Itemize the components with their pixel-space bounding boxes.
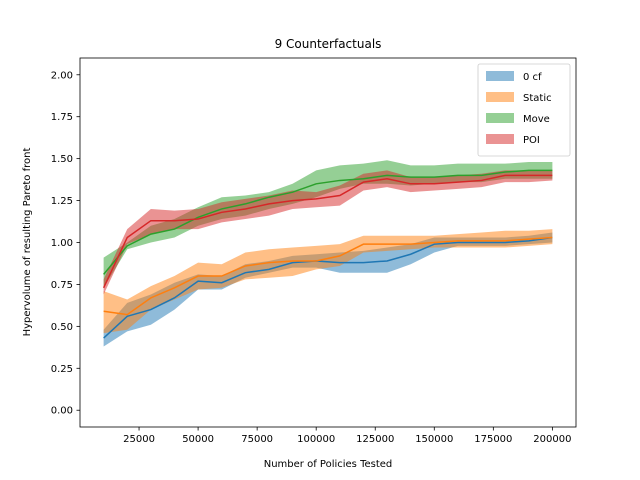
- y-tick-label: 1.50: [51, 154, 73, 165]
- band-poi: [103, 170, 553, 295]
- line-0-cf: [103, 236, 553, 339]
- series-lines: [102, 169, 553, 339]
- legend-label-poi: POI: [523, 135, 540, 146]
- band-static: [103, 229, 553, 334]
- x-tick-label: 150000: [415, 434, 453, 445]
- x-axis-ticks: 25000 50000 75000 100000 125000 150000 175000 2…: [123, 427, 571, 445]
- line-static: [103, 236, 553, 316]
- x-tick-label: 175000: [474, 434, 512, 445]
- y-tick-label: 0.00: [51, 406, 73, 417]
- y-axis-label: Hypervolume of resulting Pareto front: [22, 148, 33, 337]
- x-tick-label: 125000: [356, 434, 394, 445]
- legend-label-move: Move: [523, 114, 550, 125]
- x-tick-label: 25000: [123, 434, 155, 445]
- confidence-bands: [103, 160, 553, 347]
- y-axis-ticks: 0.00 0.25 0.50 0.75 1.00 1.25 1.50 1.75 2.00: [51, 70, 80, 417]
- x-tick-label: 200000: [533, 434, 571, 445]
- y-tick-label: 2.00: [51, 70, 73, 81]
- legend-label-0-cf: 0 cf: [523, 72, 542, 83]
- legend-swatch-0-cf: [486, 71, 514, 81]
- y-tick-label: 1.75: [51, 112, 73, 123]
- chart-title: 9 Counterfactuals: [275, 37, 382, 51]
- legend: 0 cf Static Move POI: [477, 63, 571, 157]
- x-tick-label: 50000: [182, 434, 214, 445]
- legend-swatch-poi: [486, 134, 514, 144]
- x-tick-label: 100000: [297, 434, 335, 445]
- line-move: [103, 169, 553, 275]
- legend-swatch-static: [486, 92, 514, 102]
- y-tick-label: 0.50: [51, 322, 73, 333]
- y-tick-label: 0.75: [51, 280, 73, 291]
- x-axis-label: Number of Policies Tested: [264, 459, 393, 470]
- legend-swatch-move: [486, 113, 514, 123]
- x-tick-label: 75000: [241, 434, 273, 445]
- legend-label-static: Static: [523, 93, 552, 104]
- y-tick-label: 1.25: [51, 196, 73, 207]
- y-tick-label: 1.00: [51, 238, 73, 249]
- line-poi: [102, 174, 553, 289]
- legend-box: [477, 63, 571, 157]
- y-tick-label: 0.25: [51, 364, 73, 375]
